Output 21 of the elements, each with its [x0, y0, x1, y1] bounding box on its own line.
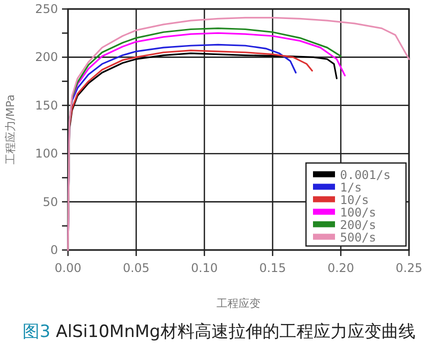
x-tick-label: 0.20 — [327, 261, 354, 275]
legend-label: 100/s — [340, 205, 376, 220]
y-tick-label: 0 — [50, 243, 58, 257]
x-tick-label: 0.25 — [396, 261, 422, 275]
x-tick-label: 0.00 — [54, 261, 82, 275]
legend-label: 500/s — [340, 230, 376, 244]
legend-label: 10/s — [340, 192, 369, 207]
text: 图3 AlSi10MnMg材料高速拉伸的工程应力应变曲线 — [22, 322, 416, 342]
legend-label: 0.001/s — [340, 168, 391, 182]
x-tick-label: 0.15 — [259, 261, 286, 275]
x-tick-label: 0.10 — [191, 261, 218, 275]
y-axis-title: 工程应力/MPa — [4, 94, 17, 165]
x-tick-label: 0.05 — [122, 261, 150, 275]
y-tick-label: 250 — [35, 2, 58, 16]
y-tick-label: 150 — [35, 98, 58, 112]
legend-label: 1/s — [340, 180, 362, 194]
x-axis-title: 工程应变 — [216, 297, 260, 310]
legend-label: 200/s — [340, 218, 376, 232]
y-tick-label: 50 — [42, 194, 58, 209]
y-tick-label: 100 — [35, 146, 58, 161]
y-tick-label: 200 — [35, 50, 58, 64]
